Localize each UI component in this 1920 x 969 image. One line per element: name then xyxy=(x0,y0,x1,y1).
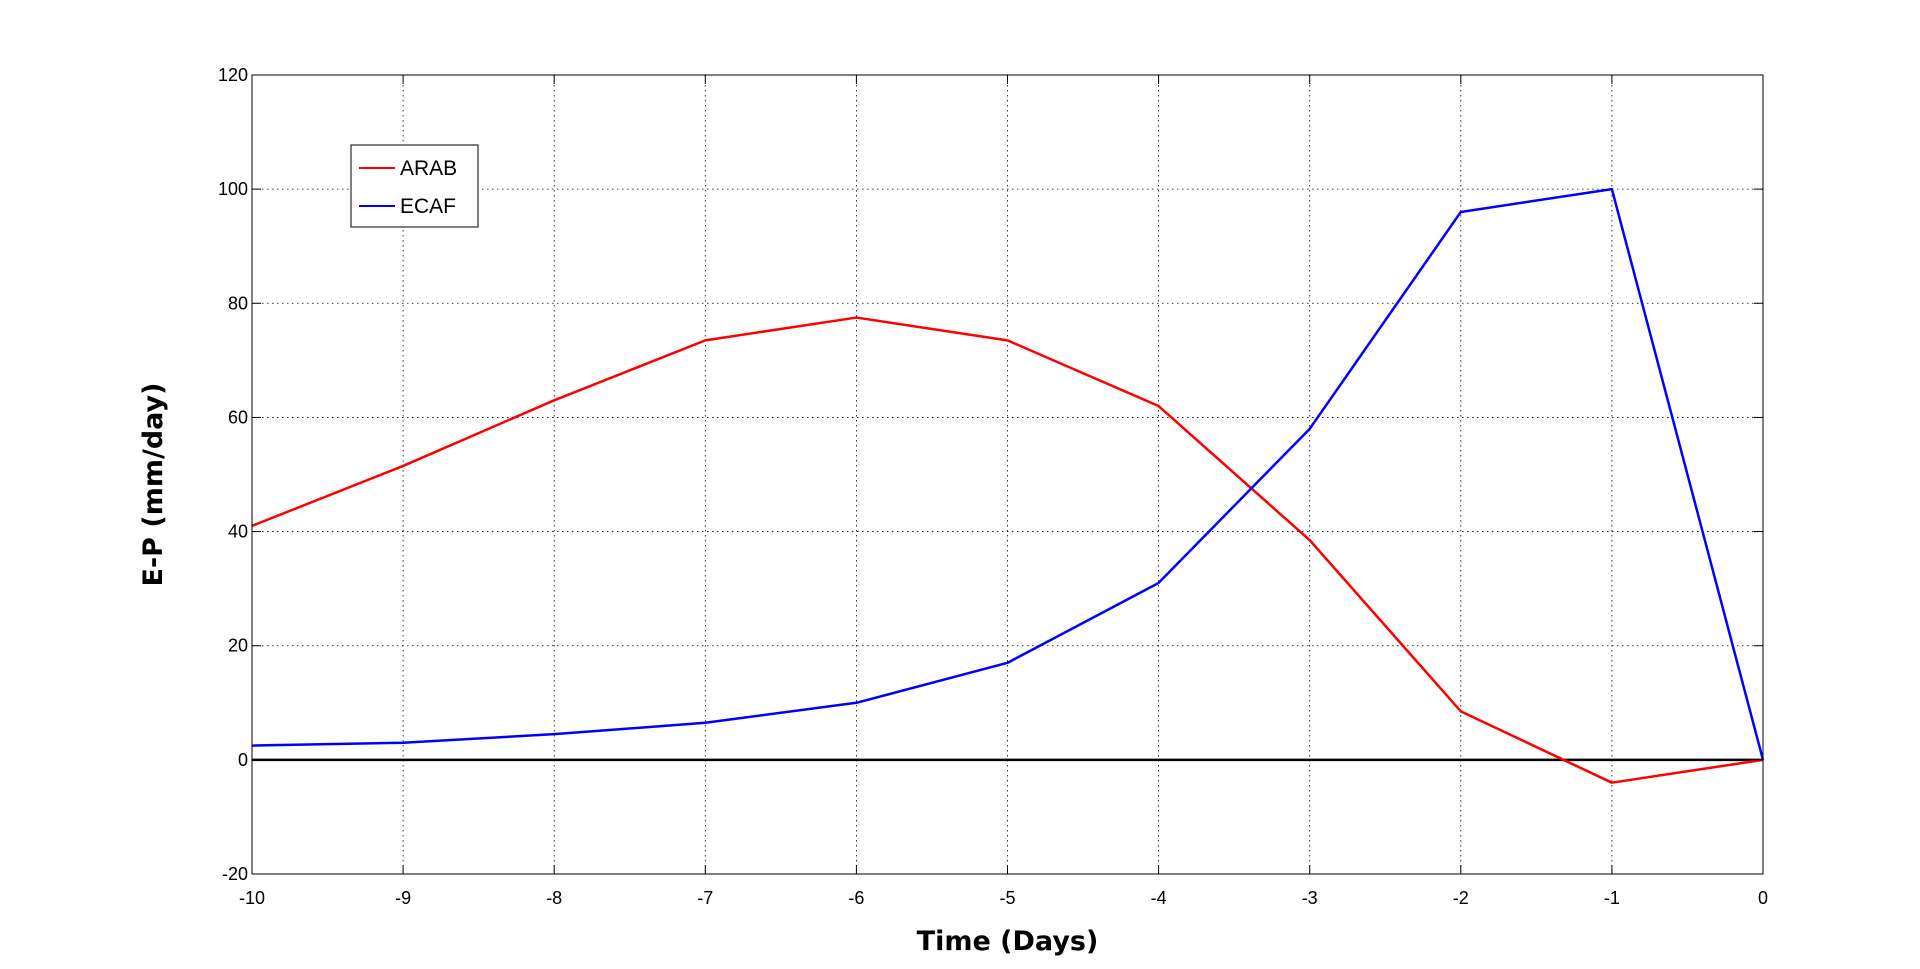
grid-lines xyxy=(251,74,1764,875)
y-tick-label: 20 xyxy=(228,636,248,656)
x-tick-label: -4 xyxy=(1151,888,1167,908)
x-axis-title: Time (Days) xyxy=(917,926,1099,957)
y-tick-label: 100 xyxy=(218,179,248,199)
y-tick-label: -20 xyxy=(222,864,248,884)
x-tick-label: -7 xyxy=(697,888,713,908)
y-tick-labels: -20 0 20 40 60 80 100 120 xyxy=(218,65,248,884)
x-tick-label: -1 xyxy=(1604,888,1620,908)
x-tick-label: -10 xyxy=(239,888,265,908)
x-tick-label: -9 xyxy=(395,888,411,908)
x-tick-label: -3 xyxy=(1302,888,1318,908)
y-axis-title: E-P (mm/day) xyxy=(138,383,169,587)
y-tick-label: 80 xyxy=(228,293,248,313)
x-tick-labels: -10 -9 -8 -7 -6 -5 -4 -3 -2 -1 0 xyxy=(239,888,1768,908)
legend-label-arab: ARAB xyxy=(400,157,457,180)
legend-box xyxy=(350,144,479,228)
legend-label-ecaf: ECAF xyxy=(400,195,456,218)
x-tick-label: 0 xyxy=(1758,888,1768,908)
y-tick-label: 120 xyxy=(218,65,248,85)
y-tick-label: 40 xyxy=(228,522,248,542)
x-tick-label: -2 xyxy=(1453,888,1469,908)
series-lines xyxy=(251,187,1765,784)
series-line-arab xyxy=(251,316,1764,784)
y-tick-label: 60 xyxy=(228,407,248,427)
axis-ticks xyxy=(251,74,1764,875)
legend: ARAB ECAF xyxy=(350,144,479,228)
x-tick-label: -6 xyxy=(848,888,864,908)
y-tick-label: 0 xyxy=(238,750,248,770)
x-tick-label: -8 xyxy=(546,888,562,908)
series-line-ecaf xyxy=(251,187,1765,761)
plot-area-frame xyxy=(251,74,1764,875)
x-tick-label: -5 xyxy=(999,888,1015,908)
